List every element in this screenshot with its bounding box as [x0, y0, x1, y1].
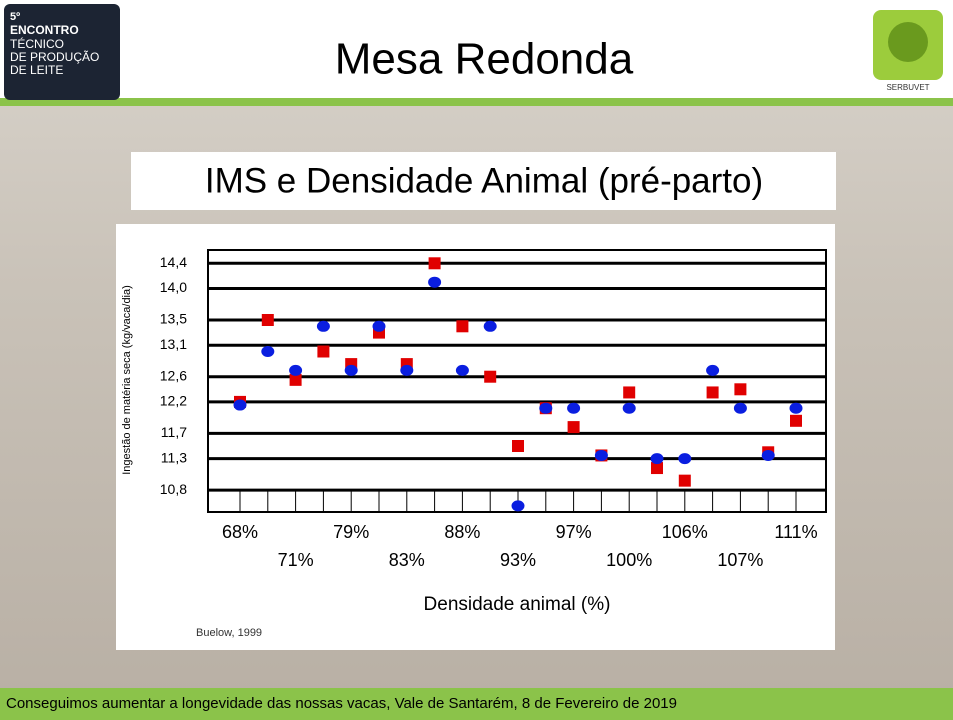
- x-tick-label: 106%: [662, 522, 708, 542]
- y-axis-title: Ingestão de matéria seca (kg/vaca/dia): [121, 285, 133, 475]
- point: [679, 475, 691, 487]
- chart-title: IMS e Densidade Animal (pré-parto): [205, 161, 763, 200]
- point: [567, 403, 580, 414]
- point: [623, 386, 635, 398]
- x-tick-label: 100%: [606, 550, 652, 570]
- logo-text: TÉCNICO: [10, 36, 64, 51]
- point: [678, 453, 691, 464]
- slide-title: Mesa Redonda: [335, 35, 634, 84]
- y-tick-label: 13,5: [160, 311, 187, 327]
- point: [456, 320, 468, 332]
- x-tick-label: 83%: [389, 550, 425, 570]
- point: [484, 371, 496, 383]
- x-tick-label: 97%: [556, 522, 592, 542]
- point: [428, 277, 441, 288]
- point: [317, 321, 330, 332]
- x-tick-label: 79%: [333, 522, 369, 542]
- y-tick-label: 13,1: [160, 336, 187, 352]
- point: [512, 440, 524, 452]
- x-tick-label: 71%: [278, 550, 314, 570]
- x-tick-label: 93%: [500, 550, 536, 570]
- point: [651, 453, 664, 464]
- point: [261, 346, 274, 357]
- logo-text: 5º: [10, 11, 20, 23]
- logo-text: ENCONTRO: [10, 23, 79, 37]
- y-tick-label: 10,8: [160, 481, 187, 497]
- point: [317, 346, 329, 358]
- point: [707, 386, 719, 398]
- point: [456, 365, 469, 376]
- point: [234, 400, 247, 411]
- point: [790, 403, 803, 414]
- y-tick-label: 11,7: [161, 424, 187, 440]
- point: [595, 450, 608, 461]
- slide-canvas: 5º ENCONTRO TÉCNICO DE PRODUÇÃO DE LEITE…: [0, 0, 953, 720]
- point: [429, 257, 441, 269]
- point: [790, 415, 802, 427]
- y-tick-label: 14,4: [160, 254, 187, 270]
- footer-text: Conseguimos aumentar a longevidade das n…: [6, 695, 677, 712]
- x-axis-title: Densidade animal (%): [424, 594, 611, 615]
- point: [762, 450, 775, 461]
- point: [734, 383, 746, 395]
- y-tick-label: 12,2: [160, 393, 187, 409]
- point: [289, 365, 302, 376]
- point: [539, 403, 552, 414]
- point: [568, 421, 580, 433]
- x-tick-label: 111%: [774, 522, 817, 542]
- brand-logo-mark: [888, 22, 928, 62]
- x-tick-label: 107%: [717, 550, 763, 570]
- point: [262, 314, 274, 326]
- x-tick-label: 88%: [444, 522, 480, 542]
- point: [484, 321, 497, 332]
- source-note: Buelow, 1999: [196, 627, 262, 639]
- logo-text: DE LEITE: [10, 63, 63, 77]
- header-rule: [0, 98, 953, 106]
- y-tick-label: 12,6: [160, 367, 187, 383]
- x-tick-label: 68%: [222, 522, 258, 542]
- point: [512, 500, 525, 511]
- point: [400, 365, 413, 376]
- slide: 5º ENCONTRO TÉCNICO DE PRODUÇÃO DE LEITE…: [0, 0, 953, 720]
- y-tick-label: 11,3: [161, 449, 187, 465]
- point: [623, 403, 636, 414]
- logo-text: DE PRODUÇÃO: [10, 50, 99, 64]
- point: [373, 321, 386, 332]
- y-tick-label: 14,0: [160, 279, 187, 295]
- point: [706, 365, 719, 376]
- point: [345, 365, 358, 376]
- point: [734, 403, 747, 414]
- brand-name: SERBUVET: [886, 83, 929, 92]
